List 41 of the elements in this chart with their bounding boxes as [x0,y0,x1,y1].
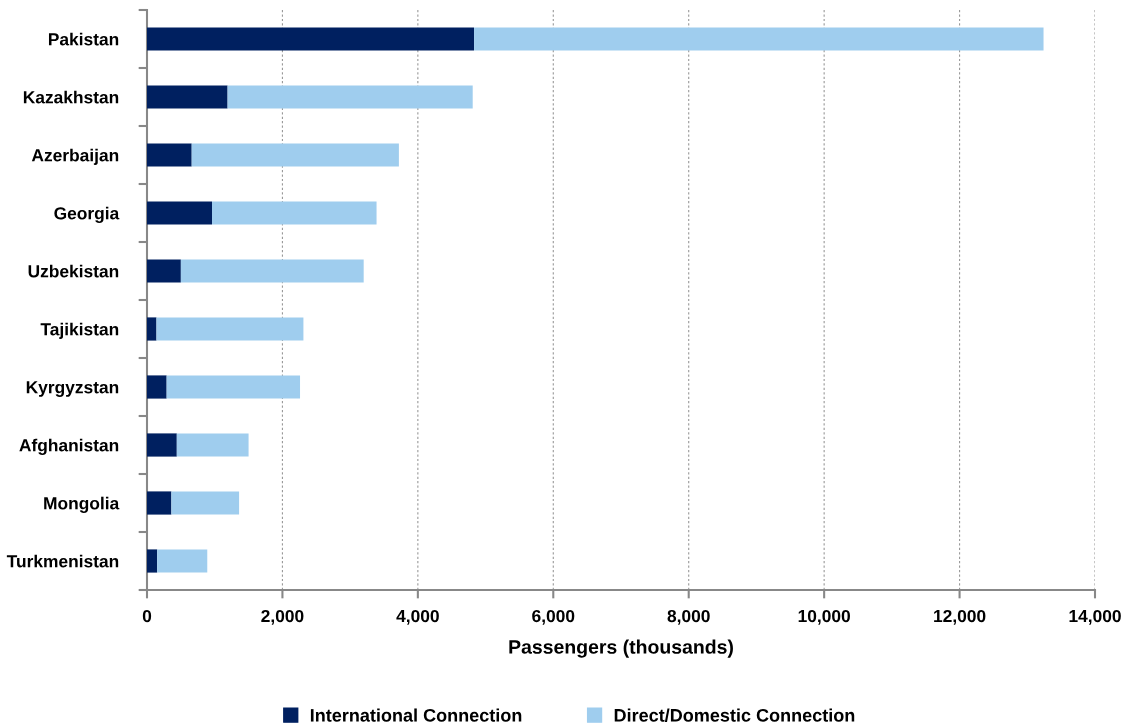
y-tick-label: Turkmenistan [6,554,119,568]
bar [156,317,304,341]
y-tick-label: Uzbekistan [28,264,119,278]
bar [147,259,181,283]
x-tick-label: 4,000 [396,609,439,625]
bar [147,143,192,167]
bar [176,433,249,457]
y-tick-label: Kazakhstan [23,90,119,104]
bar [147,317,157,341]
y-tick-label: Kyrgyzstan [26,381,119,397]
bar [147,375,167,399]
bar [147,491,172,515]
bar [147,27,475,51]
bar [166,375,301,399]
x-tick-label: 10,000 [798,609,850,625]
legend-label: International Connection [310,708,522,722]
y-tick-label: Georgia [54,206,120,223]
bar [180,259,364,283]
x-axis-title: Passengers (thousands) [509,639,733,658]
y-tick-label: Azerbaijan [31,148,119,165]
x-tick-label: 8,000 [667,609,710,625]
bar [147,433,177,457]
x-tick-label: 2,000 [261,609,304,625]
y-tick-label: Afghanistan [19,438,119,455]
bar [171,491,240,515]
bar [474,27,1044,51]
bar [227,85,473,109]
x-tick-label: 0 [142,609,152,623]
x-tick-label: 6,000 [532,609,575,625]
y-tick-label: Tajikistan [40,322,119,339]
x-tick-label: 12,000 [934,609,986,625]
y-tick-label: Pakistan [48,32,119,46]
bar [147,85,228,109]
bar [147,549,158,573]
x-tick-label: 14,000 [1069,609,1121,625]
bar [147,201,213,225]
y-tick-label: Mongolia [44,496,120,513]
bar [212,201,377,225]
legend-label: Direct/Domestic Connection [614,708,855,722]
bar [191,143,399,167]
bar [157,549,208,573]
